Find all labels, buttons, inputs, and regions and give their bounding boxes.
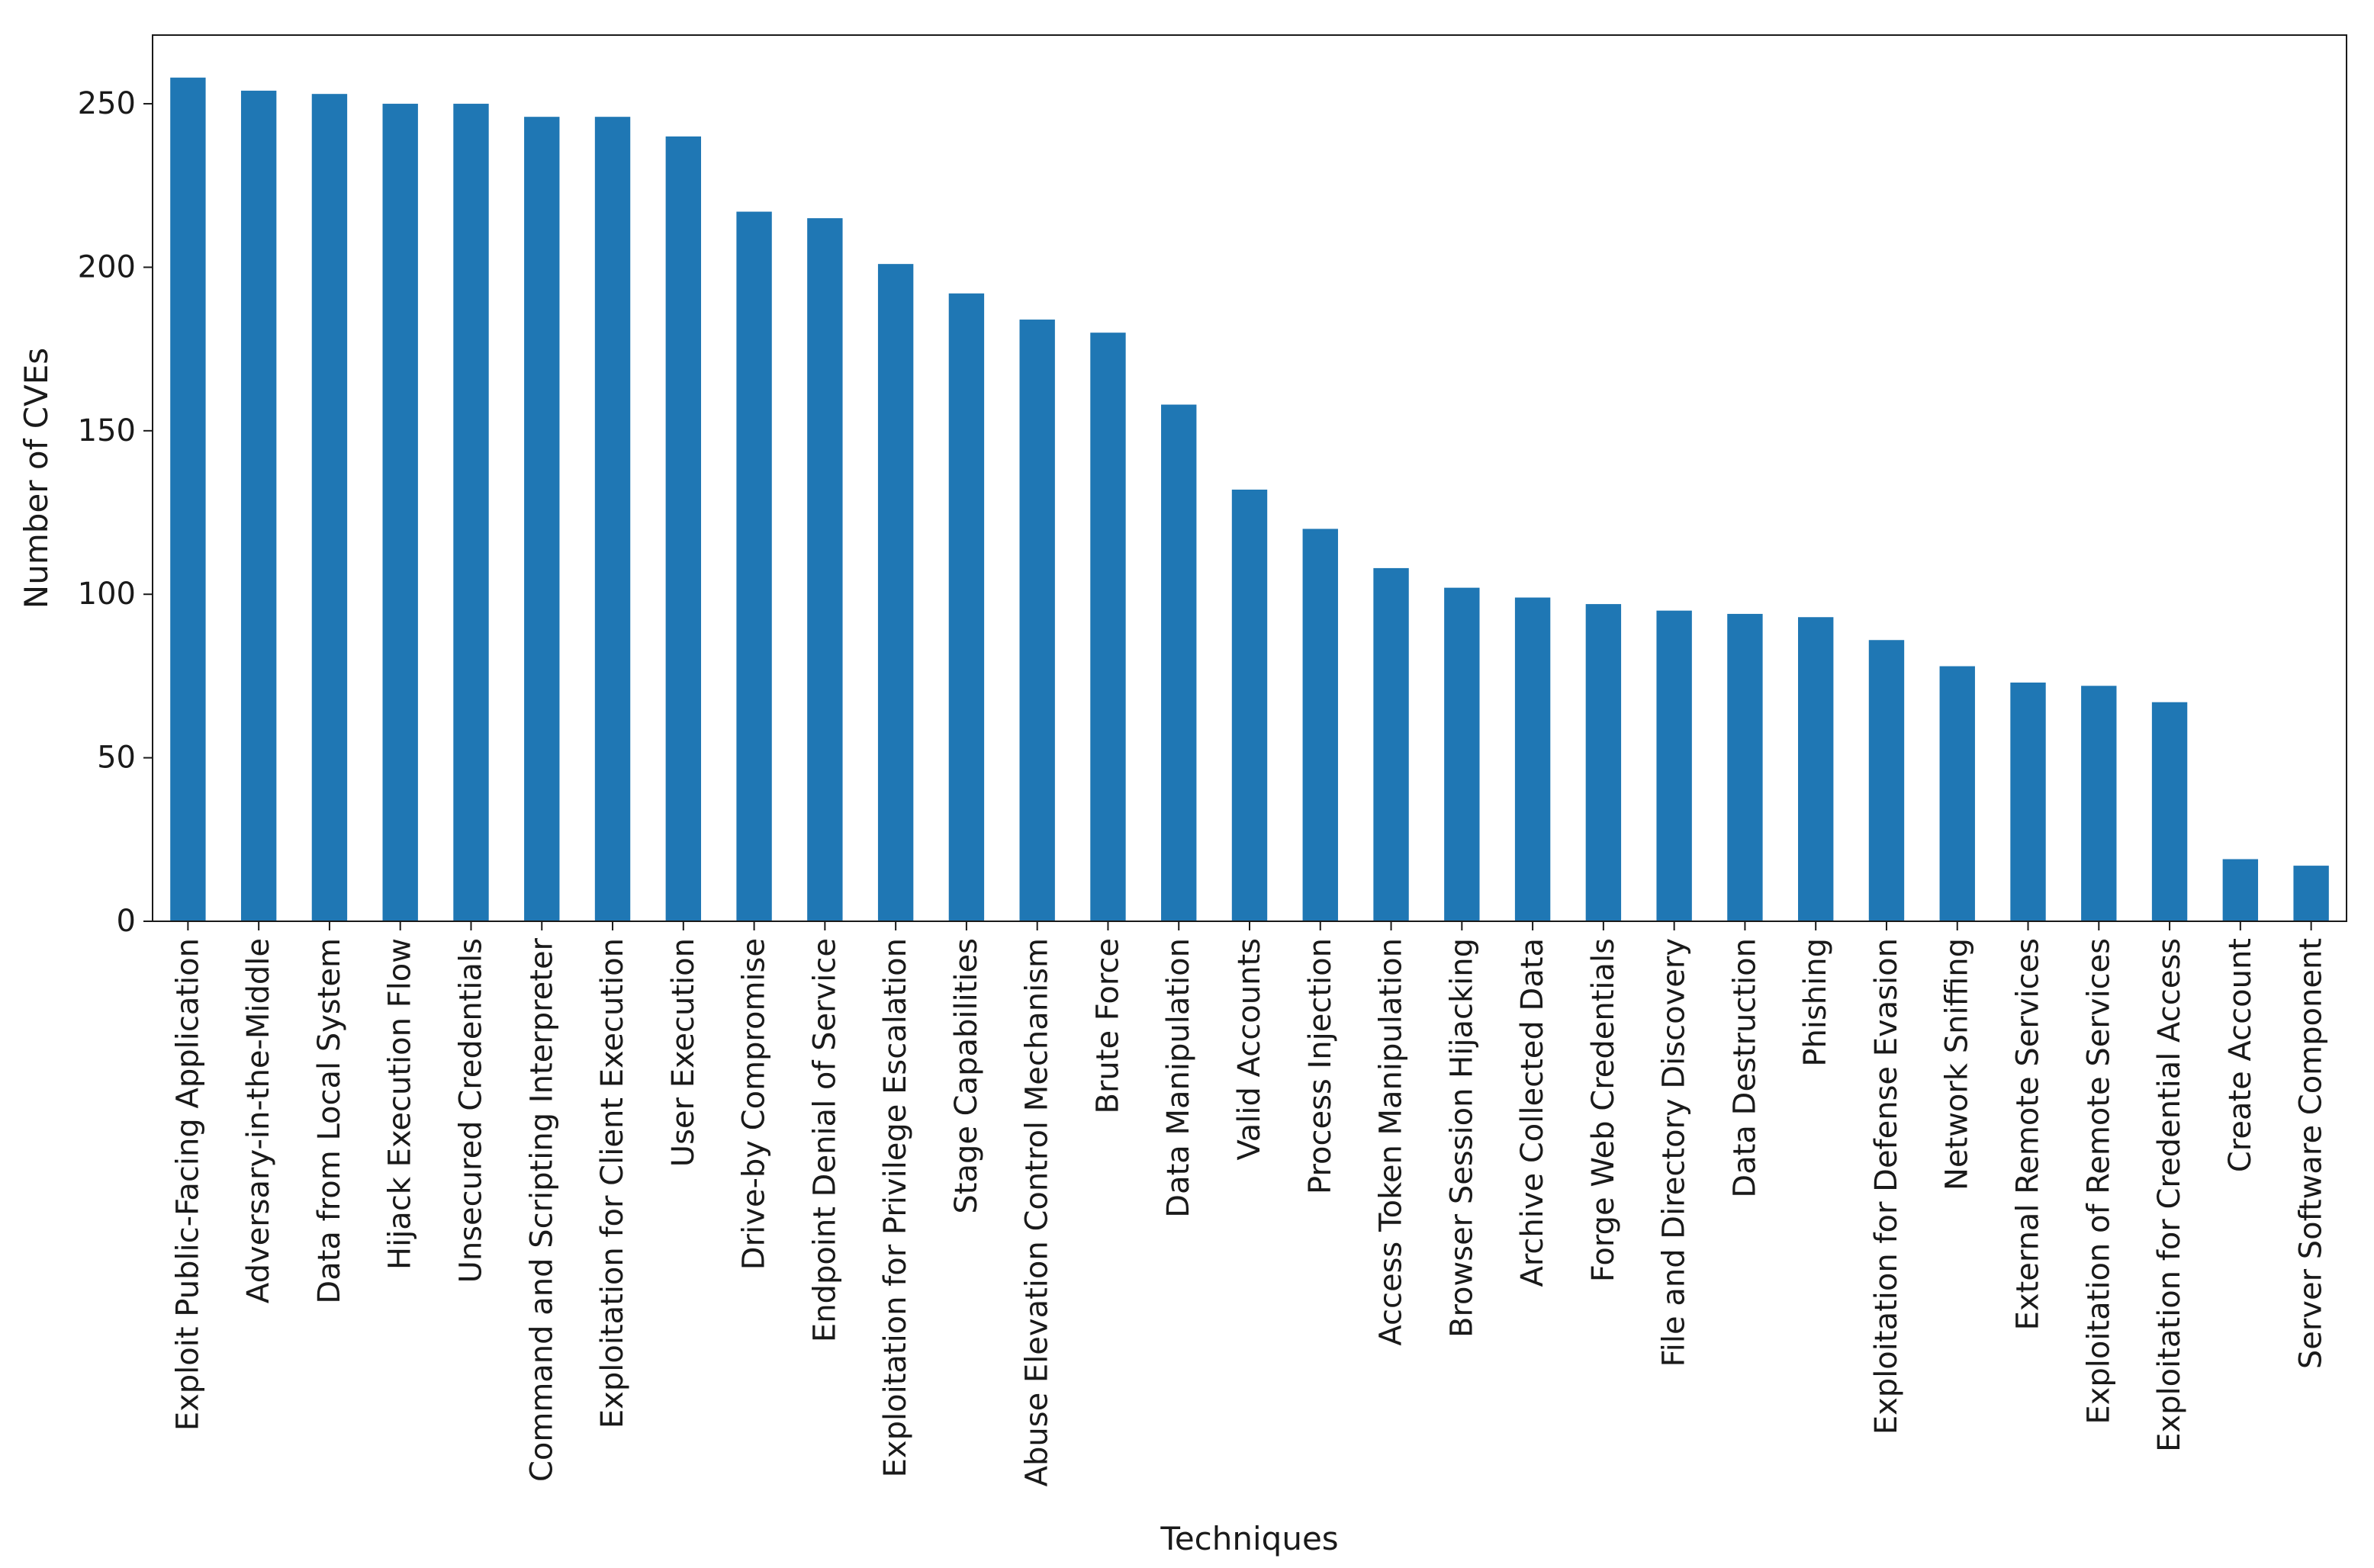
bar	[1939, 666, 1975, 921]
bar	[382, 104, 418, 921]
bar	[1161, 404, 1197, 921]
x-tick-label: Browser Session Hijacking	[1444, 938, 1479, 1338]
x-tick-label: Endpoint Denial of Service	[807, 938, 842, 1342]
bar	[2151, 702, 2188, 921]
bar	[665, 136, 701, 922]
x-tick-label: Phishing	[1798, 938, 1833, 1067]
x-tick-label: Command and Scripting Interpreter	[524, 937, 559, 1482]
bars-group	[170, 77, 2329, 922]
y-tick-label: 100	[78, 577, 136, 612]
bar	[170, 77, 206, 921]
bar	[2081, 686, 2117, 921]
bar	[1019, 320, 1055, 921]
x-tick-label: Stage Capabilities	[949, 938, 984, 1214]
x-tick-label: User Execution	[666, 938, 701, 1167]
x-tick-label: File and Directory Discovery	[1657, 938, 1692, 1367]
y-tick-label: 150	[78, 413, 136, 448]
x-tick-label: Exploitation for Client Execution	[595, 938, 630, 1428]
x-tick-label: Access Token Manipulation	[1374, 938, 1409, 1346]
bar	[1514, 597, 1551, 921]
bar	[948, 293, 985, 921]
y-tick-label: 0	[117, 904, 136, 939]
x-tick-label: Server Software Component	[2294, 938, 2329, 1369]
bar	[524, 117, 560, 922]
bar	[1302, 529, 1338, 921]
x-tick-label: Exploit Public-Facing Application	[170, 938, 205, 1431]
bar	[877, 264, 914, 922]
x-tick-label: Valid Accounts	[1232, 938, 1267, 1160]
bar	[594, 117, 631, 922]
bar	[2010, 682, 2046, 921]
bar	[1727, 613, 1763, 921]
x-axis-ticks: Exploit Public-Facing Application Adversa…	[170, 921, 2329, 1486]
x-tick-label: Data from Local System	[312, 938, 347, 1304]
bar	[1444, 587, 1480, 921]
plot-frame	[152, 34, 2347, 922]
x-tick-label: Drive-by Compromise	[737, 938, 772, 1270]
x-tick-label: Forge Web Credentials	[1586, 938, 1621, 1282]
x-tick-label: Archive Collected Data	[1515, 938, 1550, 1287]
x-axis-label: Techniques	[1160, 1520, 1338, 1557]
y-axis-label: Number of CVEs	[18, 348, 55, 609]
bar	[453, 104, 489, 921]
bar	[240, 90, 277, 922]
x-tick-label: Exploitation for Defense Evasion	[1869, 938, 1904, 1435]
x-tick-label: Data Manipulation	[1161, 938, 1196, 1218]
y-tick-label: 50	[97, 741, 136, 776]
bar	[807, 218, 843, 922]
bar	[1090, 333, 1126, 921]
bar	[1585, 604, 1622, 921]
x-tick-label: Unsecured Credentials	[453, 938, 488, 1283]
x-tick-label: Exploitation for Privilege Escalation	[878, 938, 913, 1477]
bar	[1798, 617, 1834, 921]
x-tick-label: Brute Force	[1090, 938, 1125, 1113]
bar	[311, 94, 348, 922]
bar	[2293, 866, 2329, 921]
x-tick-label: Exploitation of Remote Services	[2081, 938, 2116, 1425]
y-tick-label: 250	[78, 86, 136, 121]
x-tick-label: Adversary-in-the-Middle	[241, 938, 276, 1303]
x-tick-label: Hijack Execution Flow	[383, 938, 418, 1270]
x-tick-label: Network Sniffing	[1940, 938, 1975, 1190]
bar	[1656, 610, 1692, 921]
bar	[1868, 640, 1905, 921]
x-tick-label: Data Destruction	[1727, 938, 1762, 1198]
x-tick-label: Create Account	[2223, 938, 2258, 1172]
bar	[2222, 859, 2259, 921]
y-tick-label: 200	[78, 249, 136, 284]
x-tick-label: Abuse Elevation Control Mechanism	[1020, 938, 1055, 1486]
x-tick-label: External Remote Services	[2011, 938, 2046, 1330]
y-axis-ticks: 0 50 100 150 200 250	[78, 86, 153, 939]
x-tick-label: Process Injection	[1303, 938, 1338, 1194]
bar	[1373, 567, 1409, 921]
bar	[736, 211, 772, 921]
bar	[1231, 490, 1268, 921]
x-tick-label: Exploitation for Credential Access	[2152, 938, 2187, 1452]
